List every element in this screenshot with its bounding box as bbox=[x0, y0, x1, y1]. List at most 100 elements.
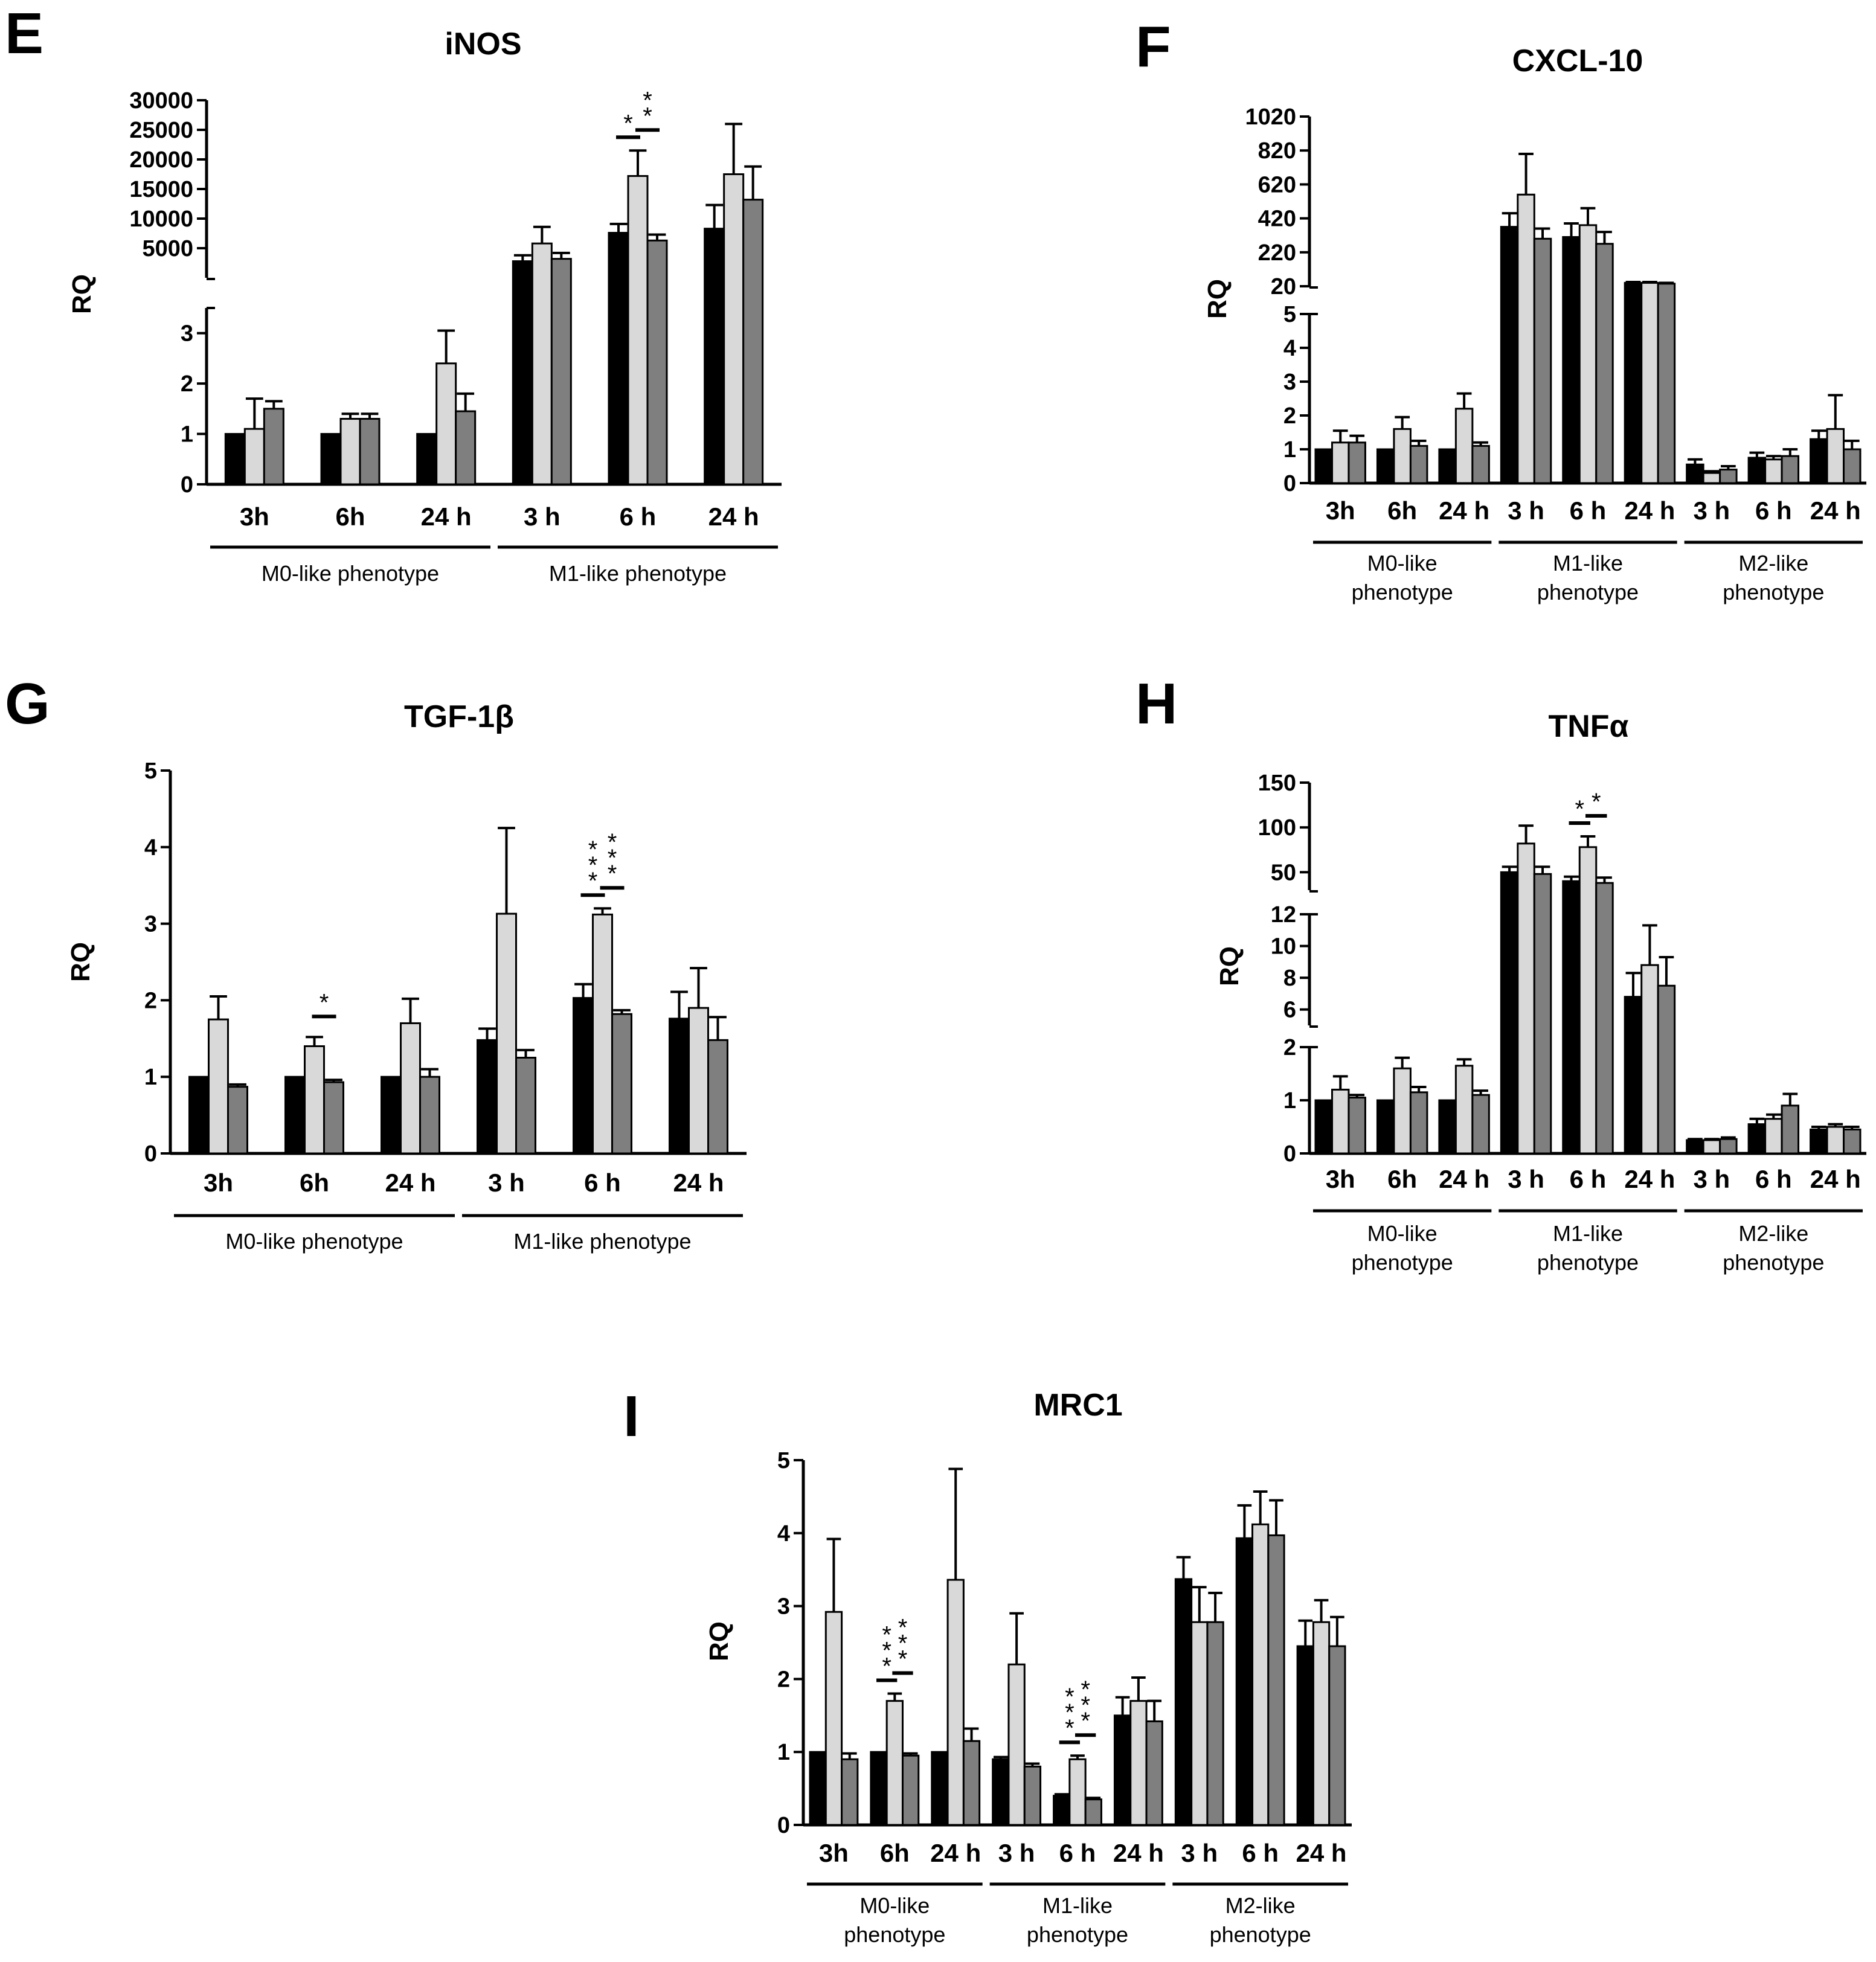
y-tick-label: 4 bbox=[1283, 336, 1296, 361]
group-label: phenotype bbox=[844, 1922, 945, 1947]
bar bbox=[320, 433, 342, 486]
chart-title: TGF-1β bbox=[404, 699, 514, 734]
x-tick-label: 24 h bbox=[1624, 496, 1675, 525]
bar bbox=[627, 175, 649, 486]
bar bbox=[381, 1076, 402, 1155]
panel-letter: I bbox=[623, 1384, 640, 1449]
significance-star: * bbox=[1065, 1684, 1075, 1710]
bar bbox=[1393, 428, 1412, 484]
x-tick-label: 3h bbox=[240, 502, 269, 531]
bar bbox=[477, 1039, 498, 1155]
bar bbox=[1764, 1118, 1783, 1155]
x-tick-label: 6 h bbox=[584, 1169, 621, 1197]
x-tick-label: 24 h bbox=[385, 1169, 435, 1197]
bar bbox=[531, 242, 553, 486]
significance-star: * bbox=[320, 989, 329, 1016]
bar bbox=[870, 1751, 888, 1826]
bar bbox=[1826, 428, 1845, 484]
y-tick-label: 2 bbox=[181, 371, 193, 397]
bar bbox=[723, 173, 745, 486]
bar bbox=[1267, 1534, 1285, 1826]
bar bbox=[1174, 1578, 1193, 1826]
y-tick-label: 20000 bbox=[129, 147, 193, 173]
bar bbox=[841, 1758, 859, 1826]
bar bbox=[1843, 448, 1862, 484]
y-tick-label: 220 bbox=[1258, 240, 1296, 266]
group-label: M0-like bbox=[859, 1893, 930, 1918]
y-tick-label: 2 bbox=[1283, 1035, 1296, 1060]
y-tick-label: 30000 bbox=[129, 88, 193, 114]
y-tick-label: 1 bbox=[1283, 1088, 1296, 1114]
x-tick-label: 6 h bbox=[1570, 496, 1607, 525]
x-tick-label: 3 h bbox=[1181, 1839, 1218, 1867]
bar bbox=[1595, 243, 1614, 484]
x-tick-label: 3h bbox=[1326, 1165, 1355, 1193]
bar bbox=[1533, 237, 1552, 484]
significance-star: * bbox=[608, 845, 617, 871]
group-label: phenotype bbox=[1537, 580, 1639, 604]
bar bbox=[512, 260, 533, 486]
significance-star: * bbox=[608, 829, 617, 856]
x-tick-label: 3 h bbox=[1508, 1165, 1544, 1193]
y-tick-label: 50 bbox=[1271, 860, 1296, 885]
significance-star: * bbox=[588, 836, 598, 863]
bar bbox=[1348, 1097, 1366, 1155]
bar bbox=[1393, 1067, 1412, 1155]
y-tick-label: 620 bbox=[1258, 172, 1296, 197]
bar bbox=[455, 410, 477, 486]
bar bbox=[1331, 441, 1350, 484]
bar bbox=[1129, 1700, 1148, 1826]
bar bbox=[1471, 444, 1490, 484]
y-tick-label: 5000 bbox=[142, 236, 193, 261]
bar bbox=[1595, 882, 1614, 1155]
group-label: M0-like phenotype bbox=[225, 1229, 403, 1254]
bar bbox=[707, 1039, 728, 1155]
x-tick-label: 3 h bbox=[488, 1169, 525, 1197]
bar bbox=[1843, 1128, 1862, 1155]
bar bbox=[1826, 1126, 1845, 1155]
significance-star: * bbox=[1065, 1699, 1075, 1726]
y-tick-label: 1 bbox=[181, 422, 193, 447]
bar bbox=[1562, 880, 1581, 1155]
significance-star: * bbox=[608, 861, 617, 887]
bar bbox=[1235, 1537, 1254, 1826]
x-tick-label: 6h bbox=[880, 1839, 910, 1867]
bar bbox=[1702, 1139, 1721, 1155]
x-tick-label: 3h bbox=[204, 1169, 233, 1197]
bar bbox=[946, 1579, 965, 1826]
x-tick-label: 24 h bbox=[930, 1839, 981, 1867]
significance-star: * bbox=[898, 1615, 908, 1641]
significance-star: * bbox=[1081, 1708, 1090, 1734]
significance-star: * bbox=[882, 1638, 891, 1664]
bar bbox=[339, 418, 361, 486]
bar bbox=[224, 433, 246, 486]
bar bbox=[1624, 996, 1643, 1155]
bar bbox=[1007, 1663, 1026, 1826]
group-label: M0-like bbox=[1367, 551, 1438, 575]
bar bbox=[419, 1076, 440, 1155]
group-label: M1-like bbox=[1042, 1893, 1113, 1918]
y-tick-label: 2 bbox=[144, 988, 157, 1013]
x-tick-label: 24 h bbox=[673, 1169, 724, 1197]
y-tick-label: 420 bbox=[1258, 207, 1296, 232]
significance-star: * bbox=[1081, 1692, 1090, 1719]
y-tick-label: 0 bbox=[181, 472, 193, 498]
significance-star: * bbox=[882, 1622, 891, 1649]
y-tick-label: 10 bbox=[1271, 934, 1296, 960]
bar bbox=[1023, 1765, 1042, 1826]
bar bbox=[704, 228, 725, 486]
bar bbox=[1113, 1714, 1132, 1826]
y-tick-label: 8 bbox=[1283, 966, 1296, 991]
group-label: M1-like phenotype bbox=[513, 1229, 691, 1254]
x-tick-label: 6 h bbox=[1755, 1165, 1792, 1193]
x-tick-label: 24 h bbox=[1439, 1165, 1489, 1193]
bar bbox=[323, 1081, 344, 1155]
x-tick-label: 24 h bbox=[708, 502, 759, 531]
bar bbox=[1562, 236, 1581, 484]
y-tick-label: 0 bbox=[144, 1141, 157, 1167]
x-tick-label: 3h bbox=[819, 1839, 849, 1867]
group-label: phenotype bbox=[1352, 1250, 1453, 1275]
y-tick-label: 4 bbox=[144, 835, 157, 861]
